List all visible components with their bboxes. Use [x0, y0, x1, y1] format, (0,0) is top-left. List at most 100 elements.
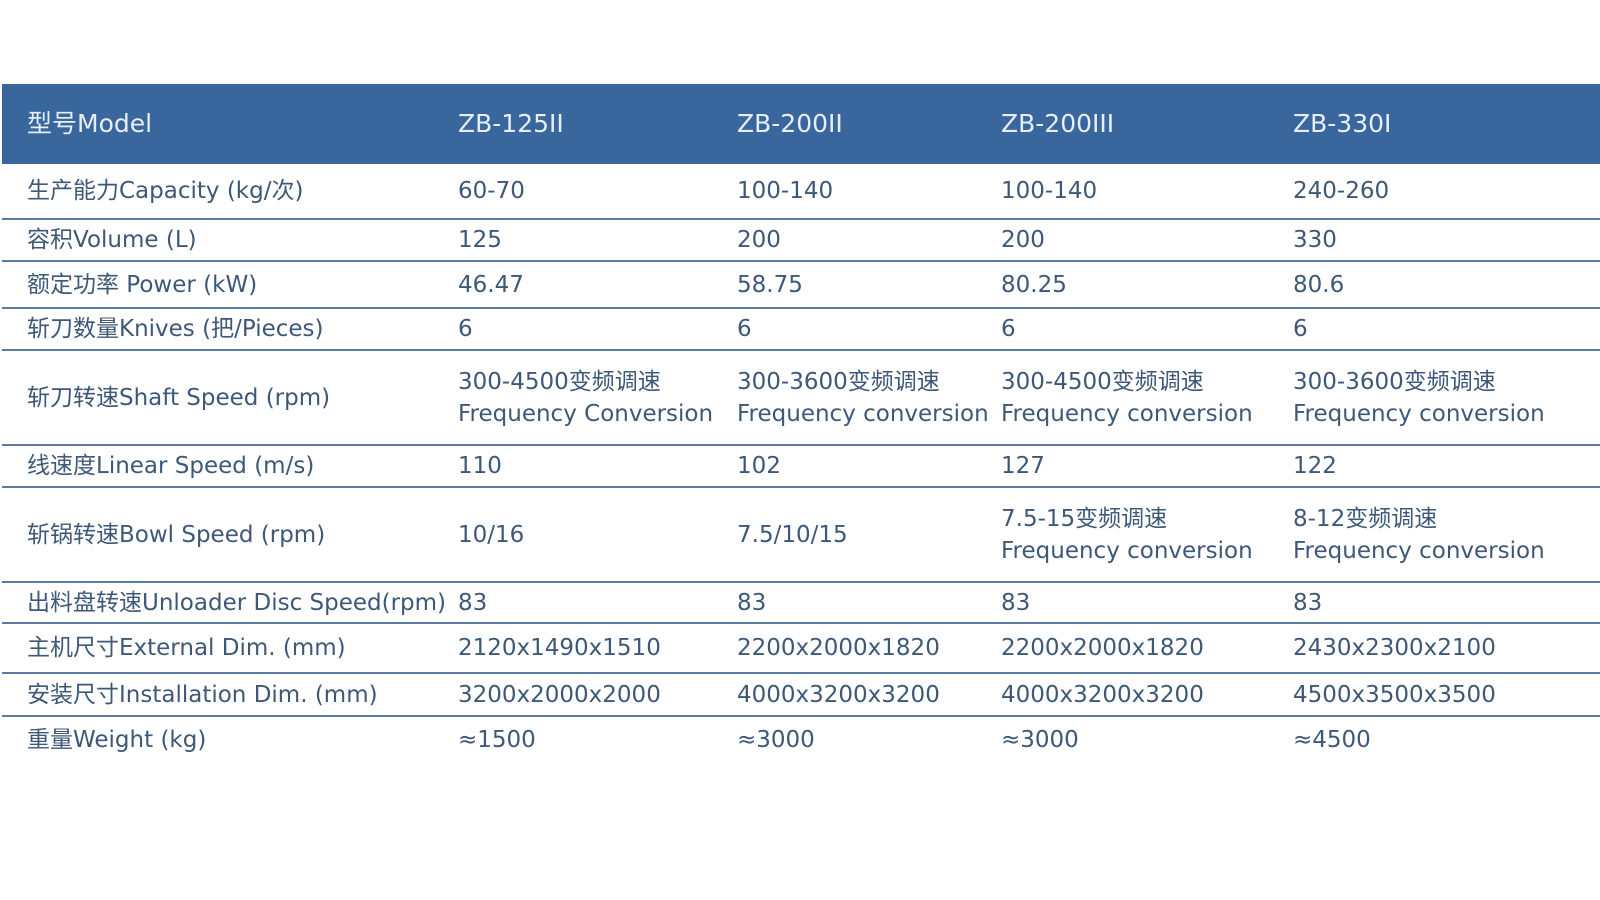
- table-cell: ≈3000: [1001, 717, 1079, 763]
- table-cell: 7.5/10/15: [737, 488, 848, 581]
- table-cell: 127: [1001, 446, 1045, 486]
- cell-text: 2430x2300x2100: [1293, 635, 1496, 661]
- table-cell: 58.75: [737, 262, 803, 307]
- table-cell: 110: [458, 446, 502, 486]
- cell-text: Frequency conversion: [1001, 537, 1253, 564]
- cell-text: 330: [1293, 227, 1337, 253]
- table-row: 出料盘转速Unloader Disc Speed(rpm) 83 83 83 83: [2, 583, 1600, 624]
- table-cell: 300-4500变频调速 Frequency conversion: [1001, 351, 1253, 444]
- cell-text: 200: [737, 227, 781, 253]
- cell-text: 4000x3200x3200: [737, 681, 940, 708]
- table-cell: 125: [458, 220, 502, 260]
- table-cell: 60-70: [458, 164, 525, 218]
- header-text: ZB-200III: [1001, 109, 1115, 138]
- header-cell: ZB-200III: [1001, 84, 1114, 164]
- cell-text: ≈3000: [1001, 727, 1079, 753]
- table-cell: 83: [1293, 583, 1322, 622]
- table-cell: 4500x3500x3500: [1293, 674, 1496, 715]
- cell-text: 额定功率 Power (kW): [27, 271, 258, 298]
- cell-text: 4500x3500x3500: [1293, 681, 1496, 708]
- cell-text: 4000x3200x3200: [1001, 681, 1204, 708]
- cell-text: 100-140: [737, 178, 834, 204]
- table-row: 主机尺寸External Dim. (mm) 2120x1490x1510 2200…: [2, 624, 1600, 674]
- header-text: ZB-125II: [458, 109, 564, 138]
- cell-text: 240-260: [1293, 178, 1390, 204]
- table-cell: 80.6: [1293, 262, 1344, 307]
- header-text: 型号Model: [27, 109, 153, 138]
- cell-text: 斩刀数量Knives (把/Pieces): [27, 316, 324, 342]
- table-cell: 300-4500变频调速 Frequency Conversion: [458, 351, 713, 444]
- cell-text: 125: [458, 227, 502, 253]
- table-cell: 7.5-15变频调速 Frequency conversion: [1001, 488, 1253, 581]
- table-cell: 100-140: [1001, 164, 1097, 218]
- table-cell: 122: [1293, 446, 1337, 486]
- cell-text: ≈1500: [458, 727, 536, 753]
- cell-text: 主机尺寸External Dim. (mm): [27, 635, 346, 661]
- table-row: 斩刀数量Knives (把/Pieces) 6 6 6 6: [2, 309, 1600, 351]
- table-cell: 83: [458, 583, 487, 622]
- table-row: 安装尺寸Installation Dim. (mm) 3200x2000x2000…: [2, 674, 1600, 717]
- table-cell: 46.47: [458, 262, 524, 307]
- header-cell: 型号Model: [27, 84, 152, 164]
- cell-text: 83: [1293, 589, 1323, 616]
- cell-text: ≈3000: [737, 727, 815, 753]
- table-cell: ≈3000: [737, 717, 815, 763]
- table-cell: 2200x2000x1820: [737, 624, 940, 672]
- table-row: 生产能力Capacity (kg/次) 60-70 100-140 100-140 24…: [2, 164, 1600, 220]
- header-text: ZB-330I: [1293, 109, 1392, 138]
- table-cell: 2200x2000x1820: [1001, 624, 1204, 672]
- cell-text: 7.5-15变频调速: [1001, 505, 1168, 532]
- row-label: 安装尺寸Installation Dim. (mm): [27, 674, 378, 715]
- header-cell: ZB-330I: [1293, 84, 1391, 164]
- cell-text: ≈4500: [1293, 727, 1371, 753]
- table-row: 斩刀转速Shaft Speed (rpm) 300-4500变频调速 Frequen…: [2, 351, 1600, 446]
- cell-text: 300-3600变频调速: [1293, 368, 1496, 395]
- cell-text: 7.5/10/15: [737, 521, 848, 548]
- cell-text: 6: [737, 316, 752, 342]
- cell-text: 83: [458, 589, 488, 616]
- table-cell: 100-140: [737, 164, 833, 218]
- row-label: 线速度Linear Speed (m/s): [27, 446, 314, 486]
- table-cell: 300-3600变频调速 Frequency conversion: [737, 351, 989, 444]
- cell-text: 80.25: [1001, 271, 1067, 298]
- cell-text: 83: [1001, 589, 1031, 616]
- table-row: 重量Weight (kg) ≈1500 ≈3000 ≈3000 ≈4500: [2, 717, 1600, 763]
- cell-text: 300-4500变频调速: [1001, 368, 1204, 395]
- table-cell: 200: [1001, 220, 1045, 260]
- cell-text: 100-140: [1001, 178, 1098, 204]
- table-cell: 8-12变频调速 Frequency conversion: [1293, 488, 1545, 581]
- table-row: 额定功率 Power (kW) 46.47 58.75 80.25 80.6: [2, 262, 1600, 309]
- cell-text: 200: [1001, 227, 1045, 253]
- table-cell: 6: [458, 309, 473, 349]
- cell-text: 122: [1293, 453, 1337, 479]
- row-label: 重量Weight (kg): [27, 717, 206, 763]
- cell-text: 80.6: [1293, 271, 1345, 298]
- cell-text: 60-70: [458, 178, 525, 204]
- cell-text: 8-12变频调速: [1293, 505, 1438, 532]
- table-cell: ≈1500: [458, 717, 536, 763]
- table-cell: 10/16: [458, 488, 524, 581]
- cell-text: 46.47: [458, 271, 524, 298]
- table-cell: 330: [1293, 220, 1337, 260]
- table-cell: 83: [737, 583, 766, 622]
- row-label: 生产能力Capacity (kg/次): [27, 164, 303, 218]
- row-label: 额定功率 Power (kW): [27, 262, 257, 307]
- row-label: 出料盘转速Unloader Disc Speed(rpm): [27, 583, 446, 622]
- table-cell: 83: [1001, 583, 1030, 622]
- header-cell: ZB-200II: [737, 84, 843, 164]
- row-label: 容积Volume (L): [27, 220, 197, 260]
- cell-text: 线速度Linear Speed (m/s): [27, 453, 315, 479]
- table-cell: 4000x3200x3200: [737, 674, 940, 715]
- table-cell: 240-260: [1293, 164, 1389, 218]
- table-cell: 102: [737, 446, 781, 486]
- cell-text: 58.75: [737, 271, 803, 298]
- table-cell: 200: [737, 220, 781, 260]
- table-cell: 6: [1001, 309, 1016, 349]
- table-cell: 300-3600变频调速 Frequency conversion: [1293, 351, 1545, 444]
- table-cell: 4000x3200x3200: [1001, 674, 1204, 715]
- cell-text: 2200x2000x1820: [737, 635, 940, 661]
- cell-text: 110: [458, 453, 502, 479]
- table-header: 型号Model ZB-125II ZB-200II ZB-200III ZB-3…: [2, 84, 1600, 164]
- header-text: ZB-200II: [737, 109, 843, 138]
- table-row: 容积Volume (L) 125 200 200 330: [2, 220, 1600, 262]
